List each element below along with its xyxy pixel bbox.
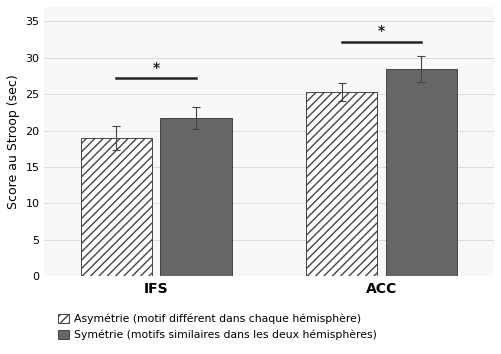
Legend: Asymétrie (motif différent dans chaque hémisphère), Symétrie (motifs similaires : Asymétrie (motif différent dans chaque h… [58,314,377,340]
Bar [81,138,152,276]
Y-axis label: Score au Stroop (sec): Score au Stroop (sec) [7,74,20,209]
Bar [160,118,232,276]
Text: *: * [378,24,385,38]
Bar [386,69,457,276]
Text: *: * [153,61,160,75]
Bar [306,92,377,276]
